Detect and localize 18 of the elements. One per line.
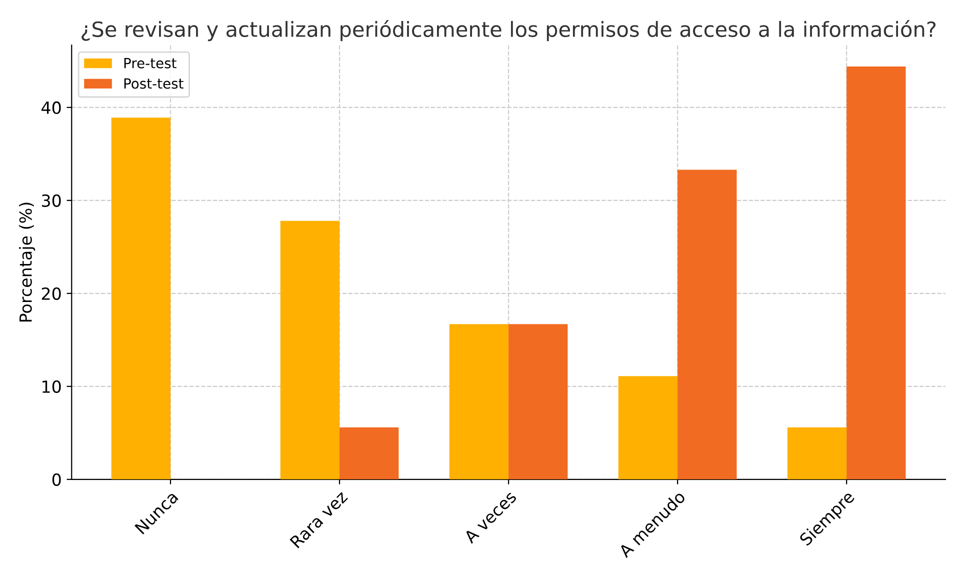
bar <box>280 220 340 480</box>
bar <box>787 427 847 480</box>
bar <box>846 66 906 480</box>
bar <box>449 324 509 480</box>
bar <box>111 118 170 480</box>
y-tick-label: 40 <box>42 101 61 114</box>
bar <box>618 376 678 480</box>
y-axis-title: Porcentaje (%) <box>19 202 36 322</box>
bar <box>340 427 399 480</box>
y-tick-label: 0 <box>52 473 61 486</box>
y-tick-label: 30 <box>42 194 61 207</box>
legend-label: Post-test <box>124 78 184 89</box>
bar <box>678 170 737 480</box>
bar <box>508 324 568 480</box>
y-tick-label: 10 <box>42 380 61 393</box>
y-tick-label: 20 <box>42 287 61 300</box>
chart-title: ¿Se revisan y actualizan periódicamente los permisos de acceso a la información? <box>82 20 936 42</box>
legend-label: Pre-test <box>124 58 176 68</box>
